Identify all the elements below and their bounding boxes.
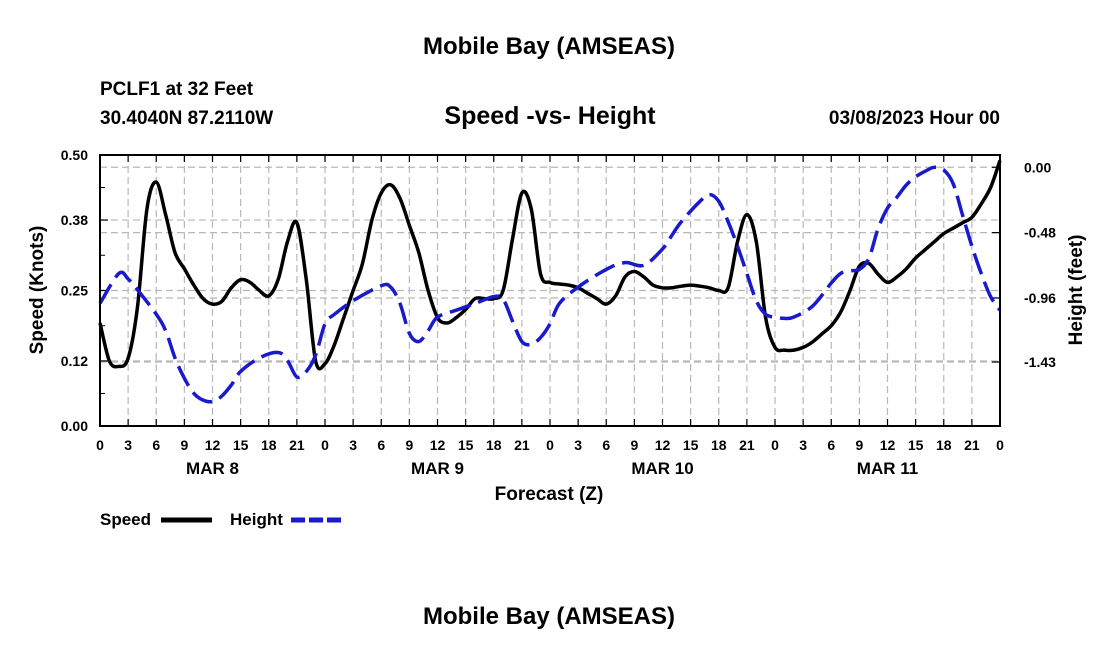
x-tick-label: 0	[321, 437, 329, 453]
x-axis-tick-labels: 0 3 6 9 12 15 18 21 0 3 6 9 12 15 18 21 0 3 6 9 12 15 18 21 0 3 6 9…	[96, 437, 1004, 453]
x-tick-label: 9	[405, 437, 413, 453]
x-tick-label: 3	[574, 437, 582, 453]
station-label: PCLF1 at 32 Feet	[100, 79, 254, 100]
plot-frame	[99, 154, 1001, 427]
day-label: MAR 9	[411, 459, 464, 478]
forecast-date-label: 03/08/2023 Hour 00	[829, 108, 1000, 129]
left-axis-tick-labels: 0.00 0.12 0.25 0.38 0.50	[61, 147, 88, 434]
series-line-height	[98, 165, 1002, 404]
x-tick-label: 15	[233, 437, 249, 453]
x-tick-label: 9	[180, 437, 188, 453]
data-series	[98, 159, 1002, 404]
y2-axis-label: Height (feet)	[1066, 235, 1087, 346]
day-label: MAR 10	[631, 459, 693, 478]
x-tick-label: 15	[458, 437, 474, 453]
page-title: Mobile Bay (AMSEAS)	[423, 33, 675, 60]
x-tick-label: 18	[486, 437, 502, 453]
x-tick-label: 6	[827, 437, 835, 453]
legend-speed-label: Speed	[100, 510, 151, 529]
y-tick-label: 0.50	[61, 147, 88, 163]
x-tick-label: 3	[349, 437, 357, 453]
x-tick-label: 9	[855, 437, 863, 453]
y-tick-label: 0.25	[61, 283, 88, 299]
x-tick-label: 18	[261, 437, 277, 453]
x-tick-label: 0	[996, 437, 1004, 453]
grid-lines	[100, 154, 1000, 426]
day-label: MAR 8	[186, 459, 239, 478]
series-line-speed	[98, 159, 1002, 371]
x-tick-label: 15	[908, 437, 924, 453]
y-tick-label: 0.00	[61, 418, 88, 434]
x-axis-label: Forecast (Z)	[495, 484, 604, 505]
x-tick-label: 21	[964, 437, 980, 453]
day-label: MAR 11	[857, 459, 918, 478]
x-tick-label: 12	[430, 437, 446, 453]
y-tick-label: 0.38	[61, 212, 88, 228]
coordinates-label: 30.4040N 87.2110W	[100, 108, 273, 129]
bottom-title: Mobile Bay (AMSEAS)	[423, 603, 675, 630]
day-labels: MAR 8 MAR 9 MAR 10 MAR 11	[186, 459, 918, 478]
x-tick-label: 21	[289, 437, 305, 453]
x-tick-label: 12	[655, 437, 671, 453]
x-tick-label: 21	[739, 437, 755, 453]
x-tick-label: 15	[683, 437, 699, 453]
x-tick-label: 0	[771, 437, 779, 453]
x-tick-label: 18	[711, 437, 727, 453]
y-tick-label: 0.12	[61, 353, 88, 369]
right-axis-tick-labels: 0.00 -0.48 -0.96 -1.43	[1024, 159, 1056, 370]
x-tick-label: 0	[96, 437, 104, 453]
legend-height-label: Height	[230, 510, 283, 529]
x-tick-label: 6	[152, 437, 160, 453]
x-tick-label: 6	[602, 437, 610, 453]
y2-tick-label: -0.96	[1024, 290, 1056, 306]
x-tick-label: 21	[514, 437, 530, 453]
legend: Speed Height	[100, 510, 342, 529]
x-tick-label: 6	[377, 437, 385, 453]
y2-tick-label: -1.43	[1024, 354, 1056, 370]
x-tick-label: 12	[205, 437, 221, 453]
x-tick-label: 3	[799, 437, 807, 453]
x-tick-label: 12	[880, 437, 896, 453]
x-tick-label: 9	[630, 437, 638, 453]
x-tick-label: 18	[936, 437, 952, 453]
chart-title: Speed -vs- Height	[444, 102, 656, 130]
x-tick-label: 3	[124, 437, 132, 453]
x-tick-label: 0	[546, 437, 554, 453]
y2-tick-label: 0.00	[1024, 159, 1051, 175]
y2-tick-label: -0.48	[1024, 225, 1056, 241]
y-axis-label: Speed (Knots)	[27, 226, 48, 355]
